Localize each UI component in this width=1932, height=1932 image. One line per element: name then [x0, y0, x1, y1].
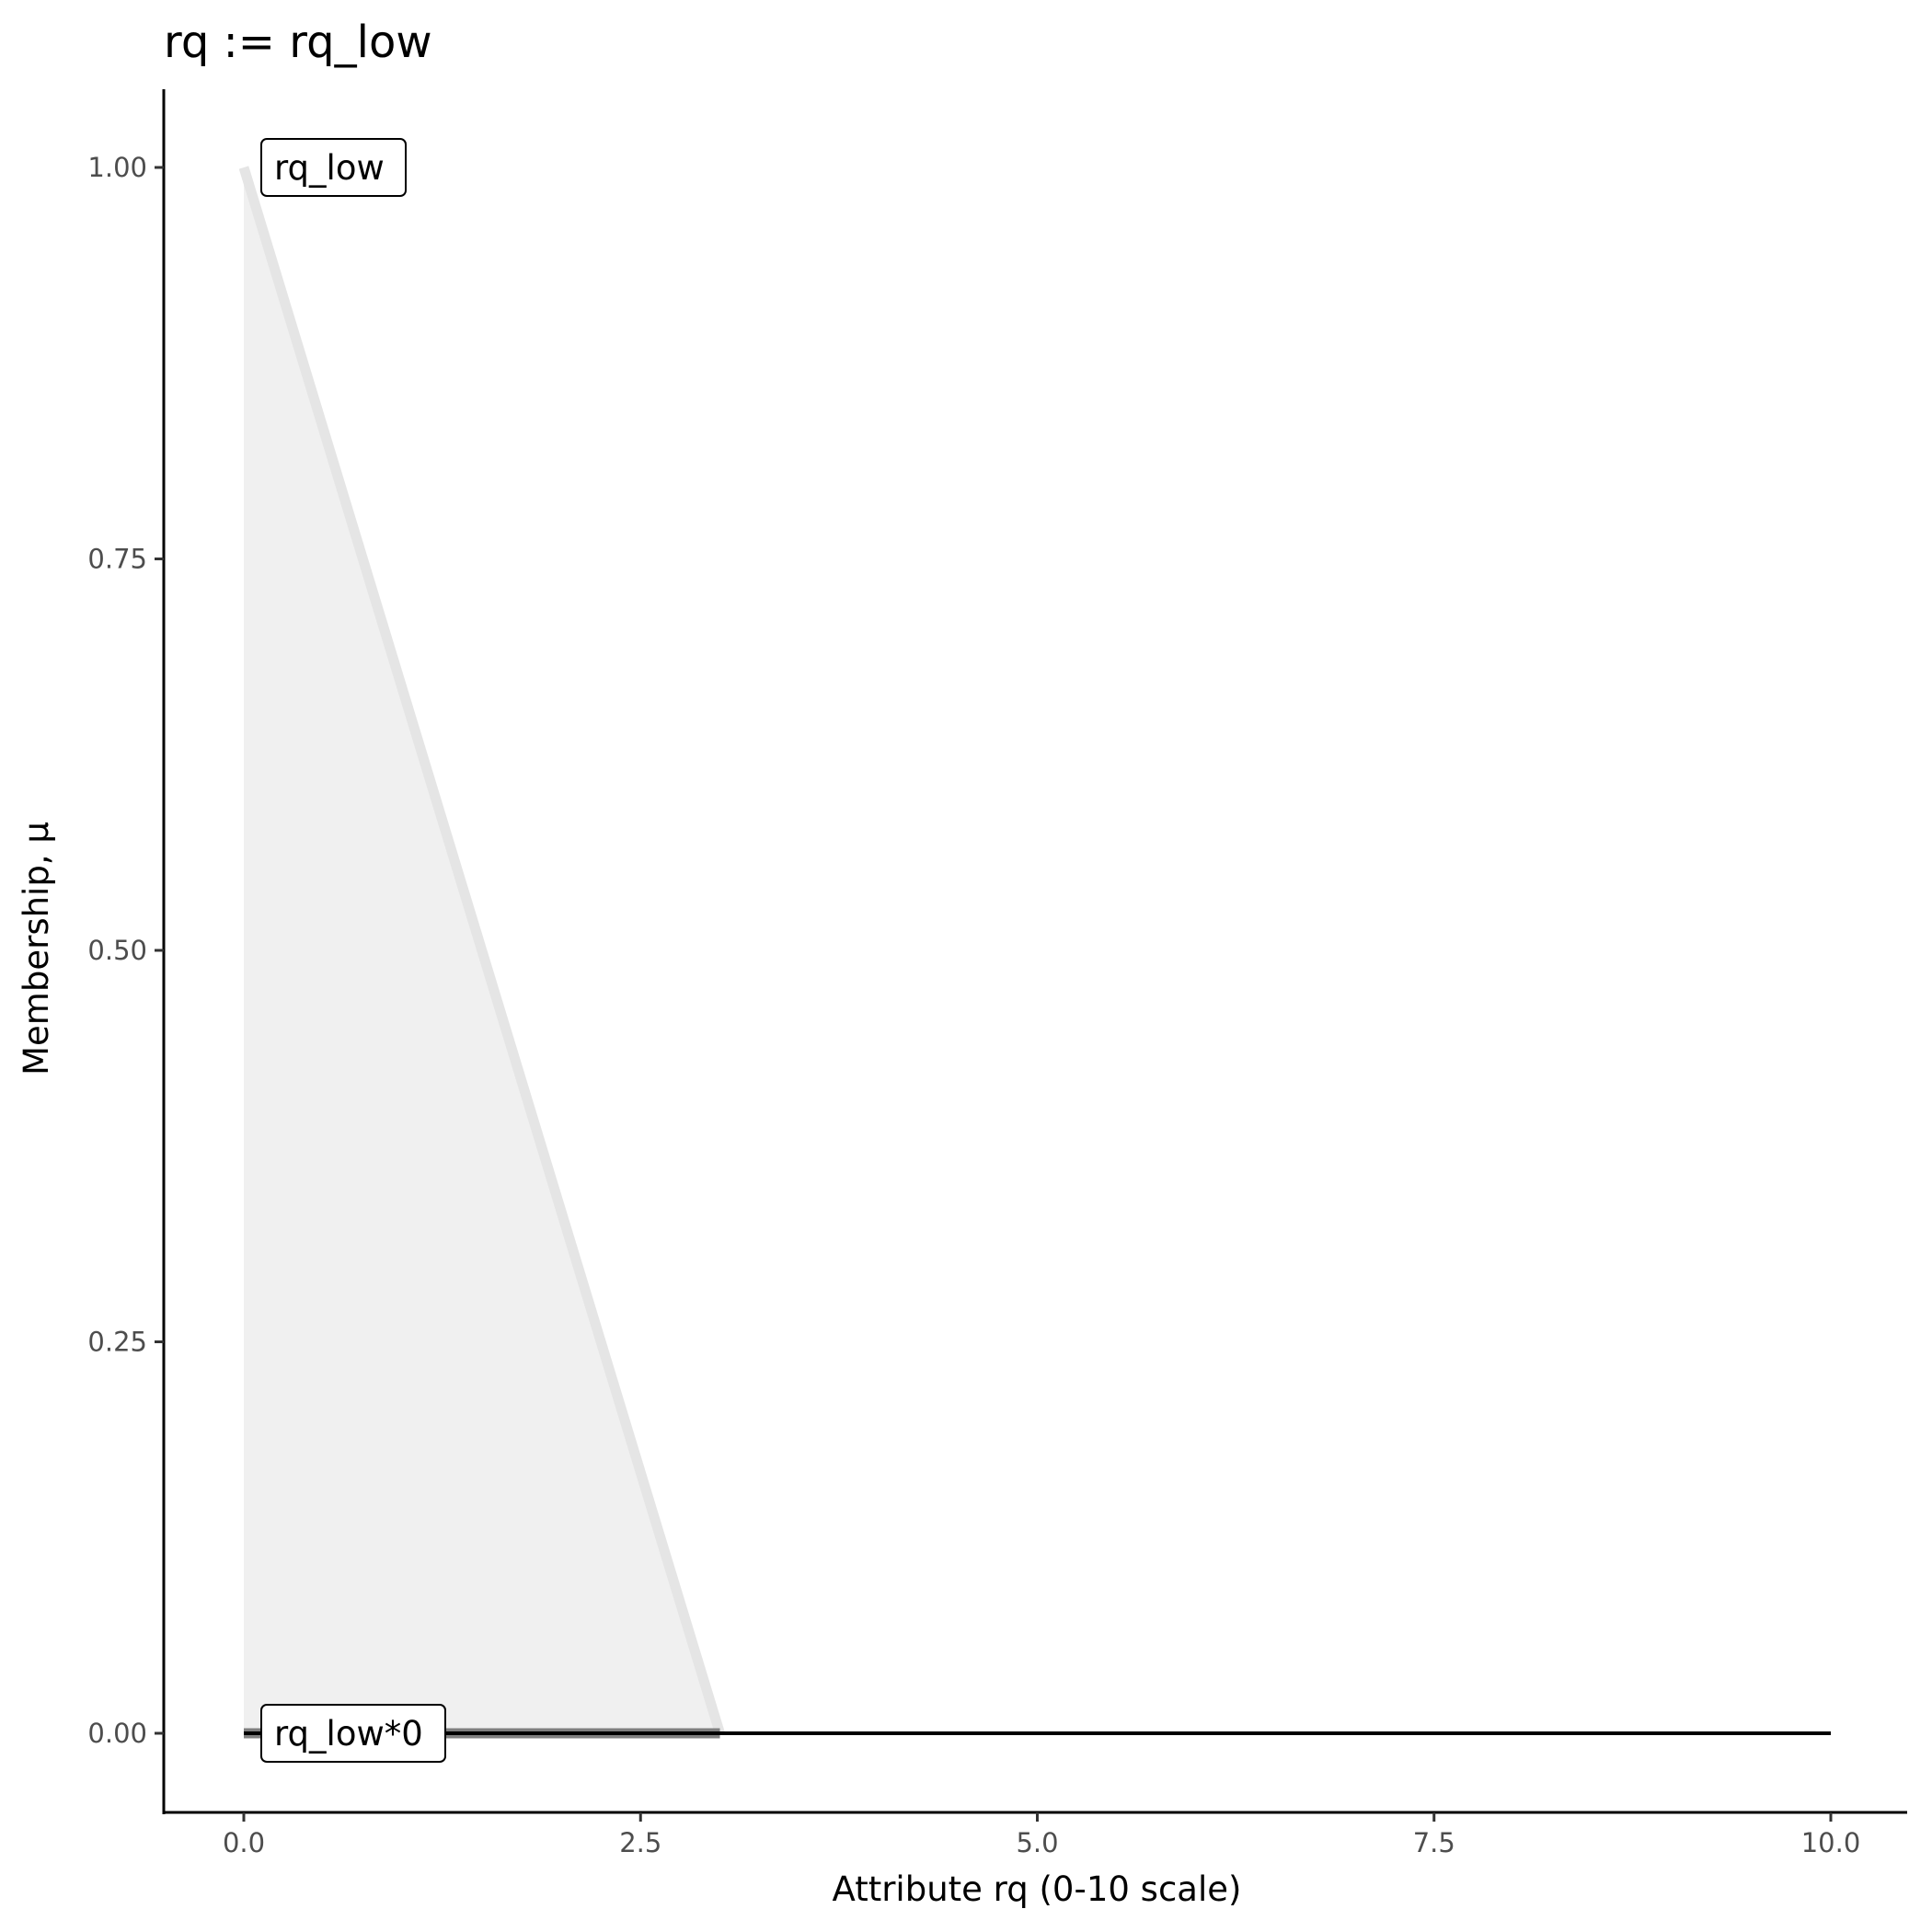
y-tick-label: 0.75 [87, 544, 147, 575]
y-tick-label: 0.25 [87, 1327, 147, 1358]
label-rq_low: rq_low [260, 138, 407, 197]
label-box [260, 138, 407, 197]
label-text: rq_low*0 [274, 1714, 423, 1754]
rq-low-line [238, 166, 725, 1735]
y-tick-label: 0.50 [87, 935, 147, 966]
label-rq_low0: rq_low*0 [260, 1704, 446, 1763]
x-tick-label: 7.5 [1413, 1827, 1455, 1858]
label-text: rq_low [274, 148, 385, 188]
axes: 0.0 2.5 5.0 7.5 10.0 0.00 0.25 0.50 0.75 1.00 [87, 89, 1907, 1858]
x-axis-title: Attribute rq (0-10 scale) [833, 1869, 1242, 1909]
x-tick-label: 2.5 [619, 1827, 661, 1858]
y-axis-title: Membership, μ [17, 822, 56, 1075]
x-tick-label: 0.0 [223, 1827, 265, 1858]
x-tick-label: 10.0 [1801, 1827, 1861, 1858]
x-tick-label: 5.0 [1016, 1827, 1058, 1858]
plot-area: rq_low rq_low*0 [238, 138, 1831, 1763]
y-tick-label: 1.00 [87, 152, 147, 183]
y-tick-label: 0.00 [87, 1718, 147, 1749]
label-box [260, 1704, 446, 1763]
chart-title: rq := rq_low [164, 17, 432, 68]
